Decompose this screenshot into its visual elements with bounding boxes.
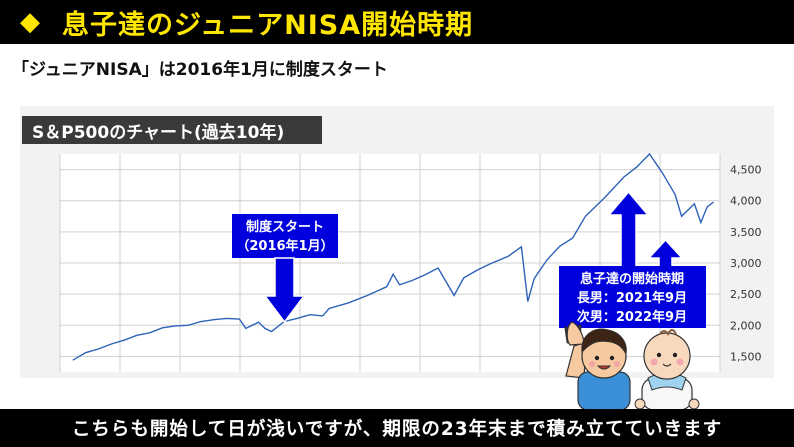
y-tick-label: 3,000	[730, 257, 762, 270]
eldest-up-arrow	[607, 190, 650, 269]
footer-bar: こちらも開始して日が浅いですが、期限の23年末まで積み立てていきます	[0, 409, 794, 447]
chart-label: S＆P500のチャート(過去10年)	[22, 116, 322, 144]
sons-callout-line3: 次男：2022年9月	[577, 309, 687, 325]
title-bar: ◆ 息子達のジュニアNISA開始時期	[0, 0, 794, 44]
y-tick-label: 2,500	[730, 288, 762, 301]
y-tick-labels: 1,500 2,000 2,500 3,000 3,500 4,000 4,500	[730, 164, 762, 364]
page-title: 息子達のジュニアNISA開始時期	[62, 9, 474, 41]
start-down-arrow	[263, 257, 306, 324]
diamond-icon: ◆	[20, 7, 40, 37]
y-tick-label: 3,500	[730, 226, 762, 239]
start-callout-line1: 制度スタート	[246, 219, 324, 235]
sons-callout-box	[559, 266, 706, 328]
y-tick-label: 4,000	[730, 195, 762, 208]
subtitle: 「ジュニアNISA」は2016年1月に制度スタート	[12, 60, 388, 80]
y-tick-label: 4,500	[730, 164, 762, 177]
start-callout-line2: （2016年1月）	[236, 238, 333, 254]
y-tick-label: 2,000	[730, 319, 762, 332]
boy-illustration	[564, 321, 631, 411]
y-tick-label: 1,500	[730, 350, 762, 363]
sons-callout-line1: 息子達の開始時期	[580, 271, 684, 287]
baby-illustration	[634, 329, 700, 411]
sons-callout-line2: 長男：2021年9月	[577, 290, 687, 306]
footer-text: こちらも開始して日が浅いですが、期限の23年末まで積み立てていきます	[71, 419, 723, 440]
start-callout-box	[232, 214, 338, 258]
sp500-line	[72, 152, 715, 361]
